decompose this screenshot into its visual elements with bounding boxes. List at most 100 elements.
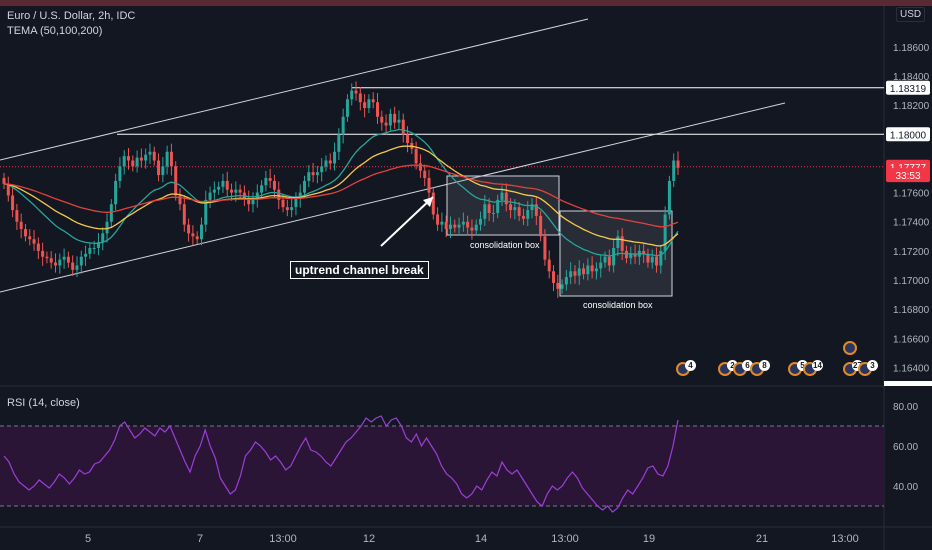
candle-body bbox=[101, 233, 105, 243]
candle-body bbox=[461, 221, 465, 225]
candle-body bbox=[66, 256, 70, 263]
candle-body bbox=[182, 204, 186, 225]
candle-body bbox=[642, 250, 646, 254]
candle-body bbox=[513, 207, 517, 211]
candle-body bbox=[71, 262, 75, 270]
rsi-label[interactable]: RSI (14, close) bbox=[7, 397, 80, 409]
time-tick-label: 13:00 bbox=[831, 533, 859, 545]
candle-body bbox=[543, 236, 547, 260]
candle-body bbox=[547, 259, 551, 272]
candle-body bbox=[260, 185, 264, 193]
candle-body bbox=[521, 215, 525, 219]
candle-body bbox=[427, 178, 431, 193]
candle-body bbox=[646, 253, 650, 263]
candle-body bbox=[144, 154, 148, 161]
candle-body bbox=[148, 151, 152, 155]
candle-body bbox=[105, 221, 109, 234]
candle-body bbox=[676, 160, 680, 168]
candle-body bbox=[298, 192, 302, 199]
candle-body bbox=[45, 256, 49, 259]
candle-body bbox=[414, 148, 418, 164]
candle-body bbox=[650, 256, 654, 263]
candle-body bbox=[431, 192, 435, 215]
event-count-badge: 3 bbox=[867, 360, 878, 371]
candle-body bbox=[470, 227, 474, 231]
symbol-title[interactable]: Euro / U.S. Dollar, 2h, IDC bbox=[7, 10, 136, 22]
candle-body bbox=[577, 268, 581, 276]
price-label-bg bbox=[886, 80, 930, 95]
candle-body bbox=[157, 160, 161, 176]
candle-body bbox=[204, 199, 208, 225]
event-count-badge: 5 bbox=[797, 360, 808, 371]
price-label: 1.18000 bbox=[890, 130, 927, 141]
channel-lower-line bbox=[0, 102, 786, 293]
candle-body bbox=[169, 151, 173, 167]
candle-body bbox=[221, 180, 225, 187]
candle-body bbox=[633, 253, 637, 257]
price-label-bg bbox=[886, 127, 930, 142]
candle-body bbox=[491, 212, 495, 214]
candle-body bbox=[114, 180, 118, 205]
candle-body bbox=[599, 262, 603, 269]
candle-body bbox=[453, 224, 457, 228]
candle-body bbox=[436, 214, 440, 225]
candle-body bbox=[315, 172, 319, 176]
price-tick-label: 1.16600 bbox=[893, 334, 930, 345]
currency-selector[interactable]: USD bbox=[896, 7, 926, 22]
candle-body bbox=[401, 119, 405, 135]
channel-break-annotation[interactable]: uptrend channel break bbox=[290, 261, 429, 279]
candle-body bbox=[375, 102, 379, 117]
candle-body bbox=[328, 160, 332, 164]
candle-body bbox=[307, 172, 311, 181]
candle-body bbox=[152, 151, 156, 161]
indicator-label[interactable]: TEMA (50,100,200) bbox=[7, 25, 103, 37]
candle-body bbox=[380, 116, 384, 123]
candle-body bbox=[41, 250, 45, 257]
candle-body bbox=[590, 265, 594, 272]
candle-body bbox=[2, 178, 6, 184]
event-count-badge: 14 bbox=[812, 360, 823, 371]
candle-body bbox=[667, 180, 671, 215]
price-tick-label: 1.17200 bbox=[893, 247, 930, 258]
tema-line-0 bbox=[3, 128, 679, 257]
eu-flag-icon[interactable] bbox=[843, 341, 857, 355]
candle-body bbox=[526, 210, 530, 219]
candle-body bbox=[384, 122, 388, 126]
candle-body bbox=[225, 180, 229, 190]
candle-body bbox=[569, 271, 573, 278]
event-count-badge: 27 bbox=[852, 360, 863, 371]
candle-body bbox=[586, 265, 590, 275]
candle-body bbox=[139, 157, 143, 161]
candle-body bbox=[32, 239, 36, 244]
candle-body bbox=[174, 166, 178, 196]
candle-body bbox=[594, 268, 598, 272]
candle-body bbox=[607, 256, 611, 266]
candle-body bbox=[457, 224, 461, 228]
rsi-line bbox=[3, 415, 679, 513]
candle-body bbox=[448, 224, 452, 230]
candle-body bbox=[187, 224, 191, 234]
candle-body bbox=[363, 102, 367, 109]
candle-body bbox=[84, 253, 88, 257]
candle-body bbox=[573, 271, 577, 276]
time-tick-label: 19 bbox=[643, 533, 655, 545]
candle-body bbox=[556, 282, 560, 289]
candle-body bbox=[191, 233, 195, 237]
price-label: 1.18319 bbox=[890, 84, 927, 95]
candle-body bbox=[131, 160, 135, 167]
candle-body bbox=[440, 221, 444, 225]
candle-body bbox=[49, 258, 53, 263]
price-label: 33:53 bbox=[895, 171, 920, 182]
candle-body bbox=[88, 247, 92, 254]
candle-body bbox=[54, 262, 58, 266]
candle-body bbox=[290, 207, 294, 211]
consolidation-box-label-1: consolidation box bbox=[470, 240, 540, 250]
candle-body bbox=[285, 207, 289, 211]
candle-body bbox=[311, 172, 315, 176]
price-tick-label: 1.17400 bbox=[893, 218, 930, 229]
tema-line-2 bbox=[3, 164, 679, 228]
candle-body bbox=[655, 256, 659, 266]
time-tick-label: 14 bbox=[475, 533, 487, 545]
candle-body bbox=[165, 151, 169, 167]
